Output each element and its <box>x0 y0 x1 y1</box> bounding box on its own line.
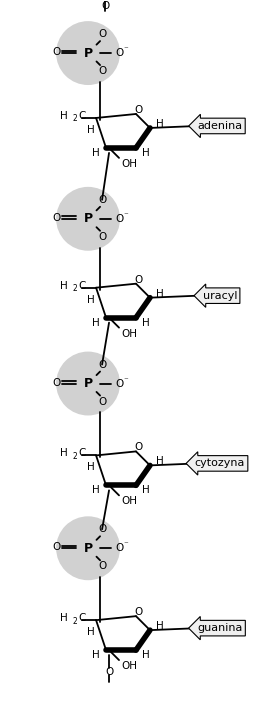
Text: uracyl: uracyl <box>203 291 237 301</box>
Text: OH: OH <box>121 159 137 169</box>
Text: 2: 2 <box>72 452 77 461</box>
Text: ⁻: ⁻ <box>124 540 128 550</box>
Text: O: O <box>98 195 106 205</box>
Text: ⁻: ⁻ <box>124 211 128 220</box>
Text: P: P <box>83 212 93 225</box>
Text: H: H <box>156 456 164 466</box>
Text: O: O <box>98 66 106 76</box>
Text: H: H <box>92 650 100 660</box>
Text: O: O <box>135 105 143 115</box>
Text: ⁻: ⁻ <box>124 46 128 55</box>
Text: H: H <box>142 650 150 660</box>
Text: H: H <box>60 111 68 121</box>
Text: H: H <box>60 448 68 458</box>
Text: H: H <box>92 148 100 158</box>
Circle shape <box>56 21 120 85</box>
Text: O: O <box>135 443 143 453</box>
Text: guanina: guanina <box>197 623 243 633</box>
Text: O: O <box>115 543 123 553</box>
Text: C: C <box>78 613 85 623</box>
Text: H: H <box>92 317 100 328</box>
Text: O: O <box>98 396 106 406</box>
Text: 2: 2 <box>72 115 77 123</box>
Circle shape <box>56 187 120 251</box>
Text: OH: OH <box>121 329 137 339</box>
Text: H: H <box>87 125 95 135</box>
Text: O: O <box>115 214 123 224</box>
Text: C: C <box>78 448 85 458</box>
Text: C: C <box>78 281 85 291</box>
Text: H: H <box>92 486 100 496</box>
Text: ⁻: ⁻ <box>124 376 128 385</box>
Text: P: P <box>83 542 93 555</box>
Text: O: O <box>115 379 123 389</box>
Text: O: O <box>52 212 60 222</box>
Text: P: P <box>83 377 93 390</box>
Text: H: H <box>142 317 150 328</box>
Text: O: O <box>135 607 143 617</box>
Text: H: H <box>87 463 95 473</box>
Text: 2: 2 <box>72 284 77 293</box>
Text: O: O <box>98 524 106 534</box>
Text: O: O <box>98 232 106 242</box>
Text: H: H <box>142 486 150 496</box>
Text: H: H <box>142 148 150 158</box>
Text: cytozyna: cytozyna <box>195 458 245 468</box>
Text: O: O <box>98 29 106 39</box>
Circle shape <box>56 516 120 580</box>
Text: O: O <box>52 47 60 57</box>
Text: O: O <box>105 667 113 677</box>
Text: OH: OH <box>121 496 137 506</box>
Text: H: H <box>156 119 164 129</box>
Text: O: O <box>135 275 143 284</box>
Text: 2: 2 <box>72 617 77 625</box>
Text: adenina: adenina <box>197 121 243 131</box>
Text: O: O <box>98 359 106 369</box>
Text: H: H <box>87 627 95 637</box>
Text: H: H <box>156 289 164 299</box>
Text: H: H <box>60 613 68 623</box>
Text: O: O <box>115 48 123 58</box>
Text: OH: OH <box>121 661 137 671</box>
Text: O: O <box>101 1 109 11</box>
Text: H: H <box>60 281 68 291</box>
Circle shape <box>56 352 120 416</box>
Text: H: H <box>87 294 95 304</box>
Text: C: C <box>78 111 85 121</box>
Text: O: O <box>52 543 60 553</box>
Text: P: P <box>83 46 93 60</box>
Text: O: O <box>52 378 60 388</box>
Text: H: H <box>156 621 164 631</box>
Text: O: O <box>98 561 106 571</box>
